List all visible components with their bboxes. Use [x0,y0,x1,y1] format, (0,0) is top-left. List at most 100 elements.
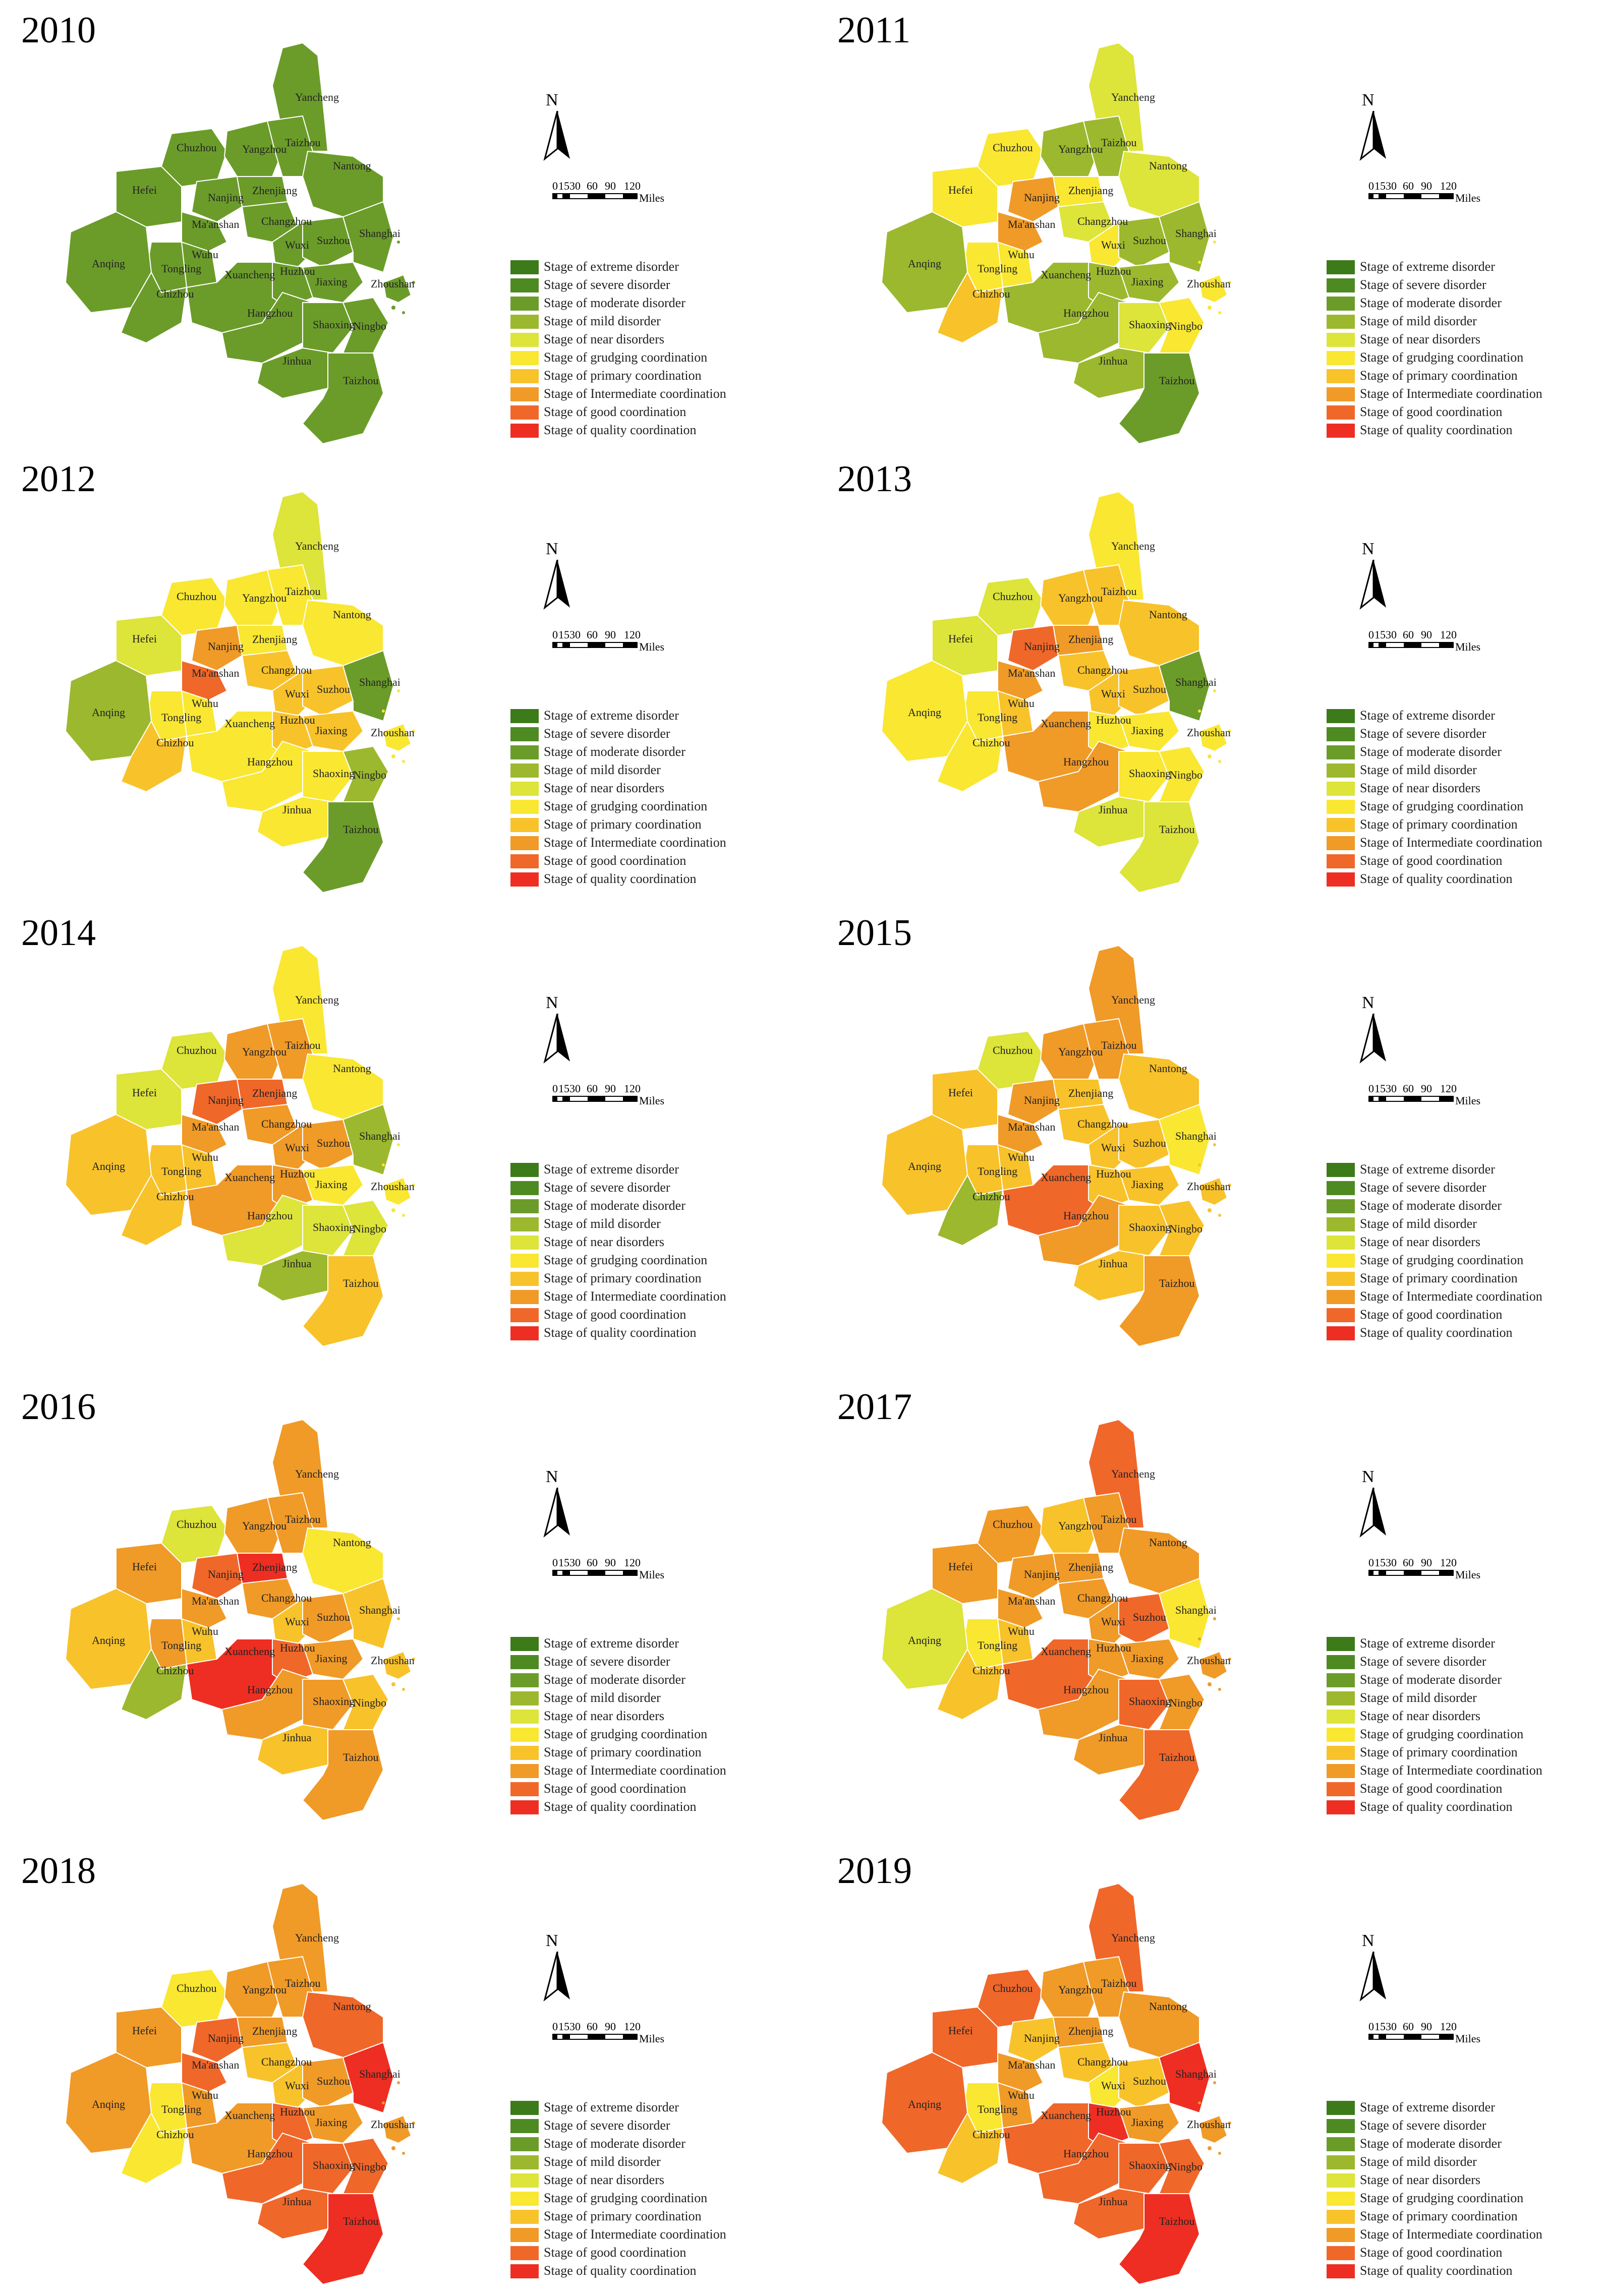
region-shanghai [1158,201,1211,273]
legend-swatch [510,1163,539,1177]
city-label: Suzhou [1133,2075,1166,2087]
legend-item: Stage of good coordination [1327,1780,1589,1798]
legend-item: Stage of mild disorder [1327,1215,1589,1233]
island [1213,1617,1216,1620]
region-taizhou [302,1255,384,1347]
legend-item: Stage of primary coordination [1327,1270,1589,1288]
scale-graphic [1368,2034,1454,2040]
legend-swatch [510,1637,539,1651]
legend-label: Stage of near disorders [1360,781,1480,795]
island [391,306,395,310]
year-title: 2016 [21,1386,96,1428]
legend-item: Stage of Intermediate coordination [1327,834,1589,852]
city-label: Nanjing [1024,640,1060,653]
legend-item: Stage of good coordination [1327,852,1589,870]
legend-item: Stage of moderate disorder [510,1671,773,1689]
legend-item: Stage of moderate disorder [510,743,773,761]
region-taizhou [302,801,384,894]
city-label: Tongling [161,262,201,275]
legend-item: Stage of primary coordination [510,1744,773,1762]
city-label: Yancheng [1111,993,1155,1006]
north-label: N [546,993,558,1012]
legend-swatch [510,745,539,759]
legend-label: Stage of mild disorder [544,762,661,777]
legend-swatch [510,1710,539,1724]
island [1218,2152,1221,2155]
legend-item: Stage of Intermediate coordination [510,385,773,403]
legend-label: Stage of quality coordination [1360,2263,1513,2278]
legend-item: Stage of grudging coordination [1327,1252,1589,1270]
region-maanshan [181,1587,228,1630]
legend-label: Stage of good coordination [1360,1307,1503,1322]
legend-label: Stage of moderate disorder [544,296,685,310]
legend-swatch [1327,1308,1355,1322]
scale-bar: 0 15 30 60 90 120 Miles [552,1556,719,1583]
legend-item: Stage of good coordination [510,1780,773,1798]
region-jiaxing [302,710,364,752]
region-suzhou [302,665,354,717]
city-label: Shanghai [359,1604,400,1616]
legend-swatch [1327,1800,1355,1814]
city-label: Tongling [978,262,1017,275]
city-label: Shanghai [1175,1604,1217,1616]
year-panel-2010: 2010 Yancheng Chuzhou Yangzhou Taizhou Nanton… [0,0,792,445]
city-label: Jiaxing [1131,2116,1164,2129]
island [382,1163,385,1166]
legend-item: Stage of grudging coordination [1327,798,1589,816]
city-label: Wuxi [285,687,309,700]
island [412,730,415,733]
city-label: Changzhou [1077,1117,1128,1130]
city-label: Xuancheng [224,1645,275,1658]
legend-item: Stage of primary coordination [1327,816,1589,834]
region-shaoxing [302,2143,354,2195]
region-zhoushan [1198,1651,1228,1680]
scale-tick: 60 [587,1556,598,1569]
scale-graphic [552,1096,638,1102]
legend-item: Stage of extreme disorder [510,1161,773,1179]
city-label: Zhenjiang [1068,2025,1113,2037]
city-label: Yancheng [295,1931,339,1944]
scale-tick: 120 [624,2020,641,2033]
legend-label: Stage of quality coordination [1360,1325,1513,1340]
legend-label: Stage of Intermediate coordination [544,2227,726,2242]
city-label: Wuhu [192,697,218,710]
legend-label: Stage of mild disorder [1360,1690,1477,1705]
city-label: Suzhou [317,2075,350,2087]
city-label: Chizhou [156,1664,194,1677]
legend-swatch [1327,1199,1355,1213]
legend-swatch [1327,709,1355,723]
region-taizhou [302,1729,384,1821]
scale-tick: 90 [605,628,616,641]
legend-item: Stage of Intermediate coordination [510,1762,773,1780]
scale-tick: 15 [558,180,569,192]
legend-swatch [510,836,539,850]
legend-label: Stage of good coordination [1360,853,1503,868]
city-label: Ningbo [1169,769,1202,781]
region-chizhou [120,1173,188,1247]
city-label: Ningbo [353,320,386,332]
region-taizhou [302,352,384,445]
city-label: Jiaxing [315,724,348,737]
scale-graphic [1368,193,1454,199]
city-label: Nantong [333,608,371,621]
legend-item: Stage of Intermediate coordination [510,2226,773,2244]
scale-tick: 0 [1368,180,1374,192]
region-maanshan [997,2051,1044,2094]
island [1208,306,1212,310]
region-taizhou [1118,1729,1200,1821]
city-label: Chizhou [972,1664,1010,1677]
region-zhoushan [1198,2114,1228,2144]
legend-item: Stage of mild disorder [510,1689,773,1708]
legend-label: Stage of mild disorder [1360,314,1477,328]
region-chizhou [120,271,188,344]
legend-swatch [510,1326,539,1340]
year-panel-2015: 2015 Yancheng Chuzhou Yangzhou Taizhou Nanton… [816,903,1604,1347]
legend-label: Stage of extreme disorder [1360,2100,1495,2114]
legend-label: Stage of grudging coordination [1360,350,1524,365]
legend-swatch [510,387,539,401]
legend-item: Stage of Intermediate coordination [1327,1288,1589,1306]
city-label: Wuhu [1008,2089,1035,2101]
north-label: N [1362,1931,1374,1950]
legend-item: Stage of severe disorder [1327,1179,1589,1197]
